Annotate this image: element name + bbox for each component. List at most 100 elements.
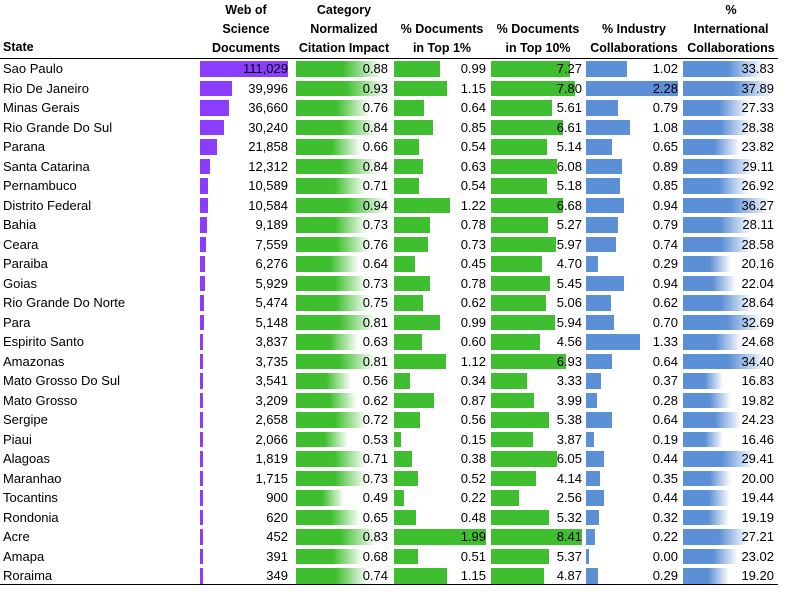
docs-bar <box>200 256 205 272</box>
docs-bar <box>200 431 203 447</box>
intl-bar <box>683 334 743 350</box>
top1-cell: 0.99 <box>394 59 490 79</box>
top10-bar <box>491 256 542 272</box>
docs-value: 3,735 <box>255 353 288 369</box>
cnci-bar <box>296 412 367 428</box>
docs-value: 1,715 <box>255 470 288 486</box>
industry-bar <box>586 139 613 155</box>
docs-cell: 7,559 <box>200 235 292 255</box>
top1-cell: 0.52 <box>394 469 490 489</box>
intl-bar <box>683 295 752 311</box>
table-row: Santa Catarina 12,312 0.84 0.63 6.08 0.89 29.1… <box>0 157 780 177</box>
industry-bar <box>586 119 630 135</box>
cnci-cell: 0.88 <box>296 59 392 79</box>
docs-cell: 21,858 <box>200 137 292 157</box>
intl-bar <box>683 61 765 77</box>
top1-bar <box>394 314 440 330</box>
docs-value: 30,240 <box>248 119 288 135</box>
top10-value: 4.87 <box>556 568 582 583</box>
top10-cell: 3.87 <box>491 430 586 450</box>
intl-bar <box>683 236 752 252</box>
state-cell: Distrito Federal <box>3 197 92 213</box>
top10-bar <box>491 295 546 311</box>
top10-cell: 5.94 <box>491 313 586 333</box>
cnci-cell: 0.76 <box>296 235 392 255</box>
intl-cell: 19.82 <box>683 391 778 411</box>
top1-bar <box>394 470 418 486</box>
industry-bar <box>586 295 611 311</box>
top10-bar <box>491 548 550 564</box>
docs-bar <box>200 275 205 291</box>
top10-cell: 5.27 <box>491 215 586 235</box>
industry-value: 0.94 <box>652 275 678 291</box>
intl-bar <box>683 217 751 233</box>
docs-cell: 30,240 <box>200 118 292 138</box>
industry-value: 0.28 <box>652 392 678 408</box>
top1-cell: 1.22 <box>394 196 490 216</box>
cnci-bar <box>296 178 366 194</box>
docs-value: 5,474 <box>255 295 288 310</box>
industry-value: 0.29 <box>652 568 678 583</box>
top10-cell: 4.56 <box>491 332 586 352</box>
top1-value: 0.54 <box>460 178 486 193</box>
intl-value: 28.64 <box>741 295 774 310</box>
state-cell: Sergipe <box>3 412 48 427</box>
docs-cell: 39,996 <box>200 79 292 99</box>
industry-bar <box>586 353 612 369</box>
docs-cell: 6,276 <box>200 254 292 274</box>
docs-bar <box>200 470 203 486</box>
top10-value: 6.93 <box>556 353 582 369</box>
cnci-value: 0.68 <box>362 548 388 564</box>
top1-bar <box>394 61 440 77</box>
industry-cell: 0.29 <box>586 254 682 274</box>
table-row: Rio De Janeiro 39,996 0.93 1.15 7.80 2.28 37.8… <box>0 79 780 99</box>
top10-bar <box>491 139 547 155</box>
cnci-value: 0.94 <box>362 197 388 213</box>
top1-value: 0.48 <box>460 509 486 525</box>
cnci-bar <box>296 119 379 135</box>
cnci-bar <box>296 275 368 291</box>
state-cell: Paraiba <box>3 256 48 271</box>
cnci-bar <box>296 392 357 408</box>
docs-bar <box>200 373 203 389</box>
industry-value: 0.22 <box>652 529 678 544</box>
industry-cell: 1.08 <box>586 118 682 138</box>
industry-value: 0.44 <box>652 451 678 466</box>
cnci-cell: 0.73 <box>296 215 392 235</box>
top10-cell: 7.27 <box>491 59 586 79</box>
docs-bar <box>200 509 203 525</box>
industry-cell: 0.19 <box>586 430 682 450</box>
table-row: Mato Grosso 3,209 0.62 0.87 3.99 0.28 19.82 <box>0 391 780 411</box>
docs-bar <box>200 158 210 174</box>
docs-value: 391 <box>266 548 288 564</box>
cnci-bar <box>296 61 383 77</box>
industry-bar <box>586 412 612 428</box>
industry-value: 0.70 <box>652 314 678 330</box>
intl-bar <box>683 470 731 486</box>
intl-value: 24.23 <box>741 412 774 427</box>
top10-value: 5.06 <box>556 295 582 310</box>
intl-bar <box>683 158 753 174</box>
top10-bar <box>491 373 527 389</box>
state-cell: Rondonia <box>3 509 59 525</box>
top1-bar <box>394 217 431 233</box>
top1-cell: 0.56 <box>394 410 490 430</box>
intl-bar <box>683 119 752 135</box>
intl-cell: 27.21 <box>683 527 778 547</box>
top10-value: 6.61 <box>556 119 582 135</box>
top1-value: 0.34 <box>460 373 486 388</box>
intl-cell: 28.38 <box>683 118 778 138</box>
top1-bar <box>394 431 401 447</box>
docs-bar <box>200 100 230 116</box>
docs-cell: 10,584 <box>200 196 292 216</box>
intl-bar <box>683 490 730 506</box>
top10-cell: 5.18 <box>491 176 586 196</box>
cnci-value: 0.63 <box>362 334 388 349</box>
state-cell: Pernambuco <box>3 178 77 193</box>
cnci-bar <box>296 548 363 564</box>
top1-value: 1.12 <box>460 353 486 369</box>
docs-bar <box>200 80 232 96</box>
top1-bar <box>394 392 435 408</box>
docs-value: 900 <box>266 490 288 505</box>
top10-bar <box>491 529 582 545</box>
